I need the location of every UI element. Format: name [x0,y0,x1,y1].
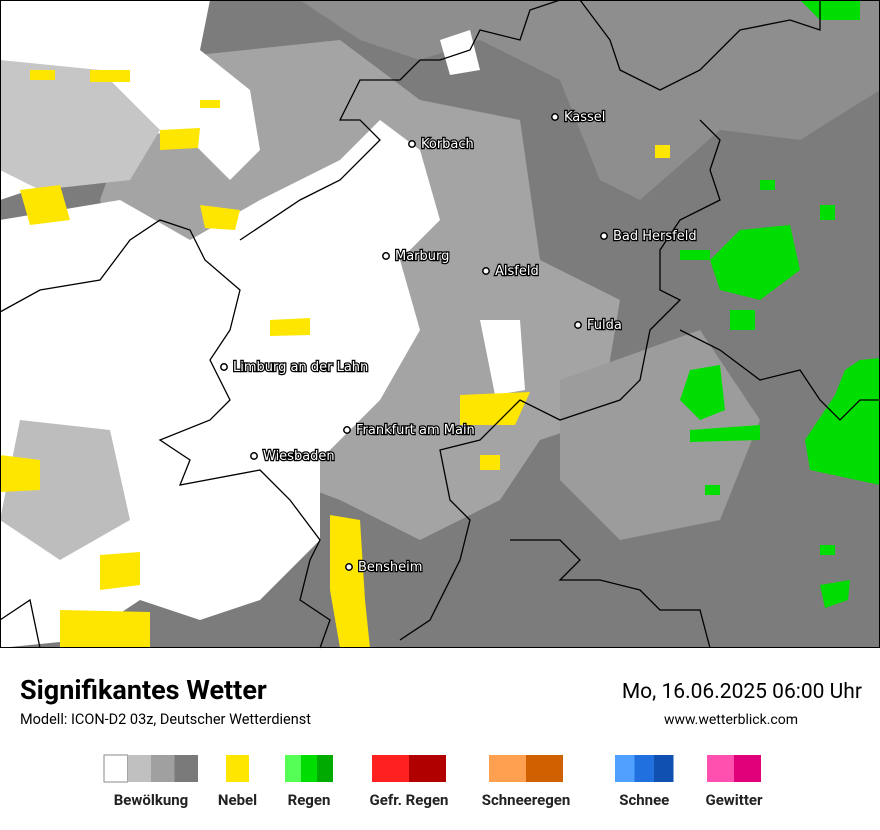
state-border [579,0,821,91]
legend-swatch [734,755,761,782]
city-dot [600,232,608,240]
city-dot [345,563,353,571]
website: www.wetterblick.com [664,712,798,728]
legend-swatch [409,755,446,782]
legend-label: Schneeregen [482,791,571,809]
city-label: Wiesbaden [263,449,335,464]
legend-swatch [526,755,563,782]
legend-swatch [654,755,674,782]
legend-label: Schnee [619,791,669,809]
city-label: Bensheim [358,560,422,575]
legend-swatch [151,755,175,782]
legend-swatch [301,755,317,782]
rain-area [680,0,880,608]
legend-swatch [317,755,333,782]
city-label: Marburg [395,249,449,264]
legend-swatch [226,755,249,782]
legend-swatch [489,755,526,782]
city-dot [382,252,390,260]
state-border [0,598,41,649]
cloud-area [0,60,160,190]
city-label: Bad Hersfeld [613,229,697,244]
city-label: Frankfurt am Main [356,423,475,438]
cloud-area [0,420,130,560]
legend-swatch [615,755,635,782]
city-label: Alsfeld [495,264,539,279]
clear-area [440,30,480,75]
legend-swatch [634,755,654,782]
legend-label: Bewölkung [114,791,189,809]
state-border [0,219,331,649]
legend-swatch [372,755,409,782]
city-dot [250,452,258,460]
state-border [239,0,561,241]
legend-swatch [127,755,151,782]
legend-label: Gefr. Regen [370,791,449,809]
city-label: Kassel [564,110,605,125]
legend-swatch [707,755,734,782]
city-dot [551,113,559,121]
city-dot [574,321,582,329]
state-border [679,329,880,421]
legend-label: Nebel [218,791,257,809]
legend-label: Gewitter [705,791,763,809]
date: Mo, 16.06.2025 06:00 Uhr [622,680,862,704]
city-dot [220,363,228,371]
city-dot [482,267,490,275]
model: Modell: ICON-D2 03z, Deutscher Wetterdie… [20,711,311,728]
legend-swatch [103,754,128,783]
title: Signifikantes Wetter [20,674,267,706]
clear-area [480,320,525,395]
legend: Bewölkung Nebel Regen Gefr. Regen Schneerege… [103,754,763,809]
legend-label: Regen [288,791,331,809]
state-border [399,119,721,641]
legend-swatch [174,755,198,782]
legend-swatch [285,755,301,782]
fog-area [0,70,670,648]
city-label: Fulda [587,318,622,333]
city-dot [408,140,416,148]
state-border [510,539,711,649]
map: Kassel Korbach Bad Hersfeld Marburg Alsfeld F… [0,0,880,649]
city-dot [343,426,351,434]
city-label: Korbach [421,137,474,152]
city-label: Limburg an der Lahn [233,360,368,375]
cities: Kassel Korbach Bad Hersfeld Marburg Alsfeld F… [220,109,698,576]
